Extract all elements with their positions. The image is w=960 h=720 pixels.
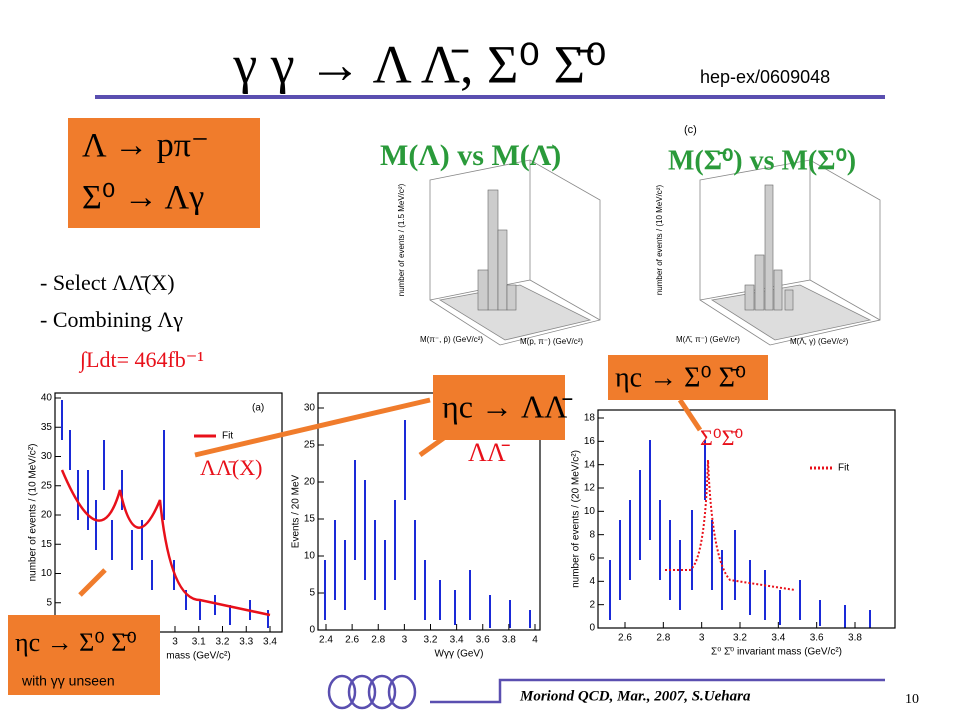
x-tick-label: 3 [402,635,408,646]
y-tick-label: 20 [41,510,53,521]
y-axis-label: number of events / (10 MeV/c²) [28,444,39,582]
box [8,615,160,695]
x-axis-label: mass (GeV/c²) [166,651,230,662]
y-tick-label: 10 [41,568,53,579]
fit-curve [665,459,796,591]
x-tick-label: 3.6 [810,633,824,644]
x-tick-label: 2.6 [345,635,359,646]
lego-zlabel: number of events / (1.5 MeV/c²) [397,183,406,296]
y-tick-label: 4 [589,576,595,587]
luminosity: ∫Ldt= 464fb⁻¹ [78,347,204,373]
reference: hep-ex/0609048 [700,67,830,87]
footer-logo [327,674,885,710]
y-tick-label: 30 [304,403,316,414]
y-tick-label: 0 [589,623,595,634]
y-tick-label: 16 [584,436,596,447]
y-tick-label: 35 [41,422,53,433]
x-tick-label: 3.8 [502,635,516,646]
y-tick-label: 5 [309,588,315,599]
x-tick-label: 3.8 [848,633,862,644]
lego-ylabel: M(p, π⁻) (GeV/c²) [520,337,583,346]
y-tick-label: 30 [41,451,53,462]
fit-curve [60,469,271,617]
y-tick-label: 20 [304,477,316,488]
footer-credit: Moriond QCD, Mar., 2007, S.Uehara [519,688,751,704]
y-tick-label: 15 [304,514,316,525]
x-tick-label: 2.8 [371,635,385,646]
title: γ γ → Λ Λ̄, Σ⁰ Σ̄⁰ [232,34,606,94]
box [433,375,565,440]
page-number: 10 [905,692,919,707]
lego-peak [744,184,794,311]
plot-frame [54,392,283,633]
y-axis-label: Events / 20 MeV [291,474,302,548]
y-tick-label: 12 [584,483,596,494]
x-tick-label: 3.3 [239,637,253,648]
lego-plot [699,159,881,346]
box-text: ηc → Σ⁰ Σ̄⁰ [15,628,137,657]
histogram-points [61,400,871,628]
decay: Σ⁰ → Λγ [82,179,204,216]
box-text: ηc → ΛΛ̄ [442,388,572,424]
y-tick-label: 10 [304,551,316,562]
y-tick-label: 8 [589,529,595,540]
x-tick-label: 3 [172,637,178,648]
y-tick-label: 0 [309,625,315,636]
y-tick-label: 15 [41,539,53,550]
y-tick-label: 6 [589,553,595,564]
x-tick-label: 2.6 [618,633,632,644]
y-tick-label: 25 [41,480,53,491]
x-tick-label: 3.4 [263,637,277,648]
x-tick-label: 2.8 [656,633,670,644]
lego-ylabel: M(Λ, γ) (GeV/c²) [790,337,849,346]
x-axis-label: Wγγ (GeV) [435,649,484,660]
y-tick-label: 2 [589,599,595,610]
x-tick-label: 4 [532,635,538,646]
x-tick-label: 3.4 [450,635,464,646]
lego-xlabel: M(π⁻, p̄) (GeV/c²) [420,335,483,344]
lego-peak [477,189,517,311]
panel-label: (a) [252,403,264,414]
y-tick-label: 10 [584,506,596,517]
bullet: - Select ΛΛ̄(X) [40,270,175,295]
x-tick-label: 3.2 [733,633,747,644]
y-tick-label: 25 [304,440,316,451]
plot-frame [317,392,541,631]
box [608,355,768,400]
lego-label: M(Σ̄⁰) vs M(Σ⁰) [668,145,856,176]
bullet: - Combining Λγ [40,307,183,332]
x-axis-label: Σ⁰ Σ̄⁰ invariant mass (GeV/c²) [711,647,842,658]
annotation: Σ⁰Σ̄⁰ [700,425,743,450]
x-tick-label: 3 [699,633,705,644]
y-tick-label: 18 [584,413,596,424]
annotation: ΛΛ̄ [468,438,510,467]
y-tick-label: 14 [584,459,596,470]
x-tick-label: 2.4 [319,635,333,646]
box-note: with γγ unseen [21,673,115,689]
x-tick-label: 3.4 [771,633,785,644]
y-tick-label: 5 [46,597,52,608]
legend-label: Fit [838,463,849,474]
y-axis-label: number of events / (20 MeV/c²) [571,450,582,588]
panel-label: (c) [684,124,697,136]
decay: Λ → pπ⁻ [82,127,209,164]
lego-xlabel: M(Λ̄, π⁻) (GeV/c²) [676,335,740,344]
decay-box [68,118,260,228]
lego-label: M(Λ) vs M(Λ̄) [380,139,561,172]
x-tick-label: 3.2 [216,637,230,648]
legend-label: Fit [222,431,233,442]
lego-zlabel: number of events / (10 MeV/c²) [655,185,664,296]
plot-frame [597,409,896,629]
lego-plot [429,159,601,346]
x-tick-label: 3.2 [424,635,438,646]
box-text: ηc → Σ⁰ Σ̄⁰ [615,362,746,393]
y-tick-label: 40 [41,393,53,404]
annotation: ΛΛ̄(X) [200,455,262,480]
x-tick-label: 3.6 [476,635,490,646]
x-tick-label: 3.1 [192,637,206,648]
